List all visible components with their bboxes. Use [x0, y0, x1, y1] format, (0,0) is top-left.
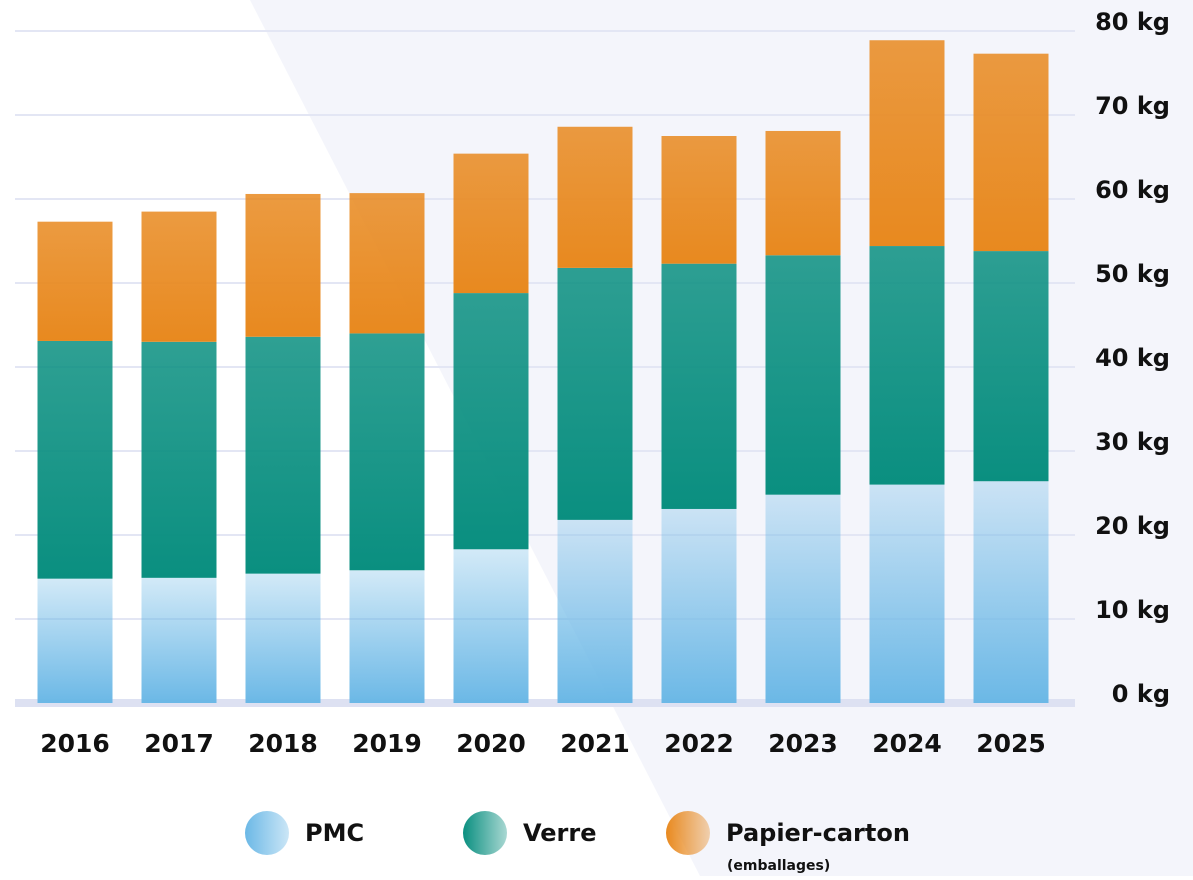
bar-segment	[141, 211, 217, 342]
bar-segment	[141, 341, 217, 578]
bar-segment	[453, 153, 529, 294]
x-tick-label: 2024	[872, 729, 942, 758]
legend-label: PMC	[305, 819, 364, 847]
bar-segment	[973, 251, 1049, 482]
bar-segment	[557, 267, 633, 520]
x-tick-label: 2019	[352, 729, 422, 758]
x-tick-label: 2021	[560, 729, 630, 758]
bar-segment	[557, 519, 633, 703]
y-tick-label: 30 kg	[1095, 428, 1170, 456]
bar-segment	[37, 221, 113, 341]
y-tick-label: 10 kg	[1095, 596, 1170, 624]
x-tick-label: 2016	[40, 729, 110, 758]
bar-segment	[869, 484, 945, 703]
bar-segment	[973, 53, 1049, 252]
legend-swatch	[463, 811, 507, 855]
bar-segment	[973, 481, 1049, 703]
bar-segment	[869, 40, 945, 247]
legend-swatch	[666, 811, 710, 855]
x-tick-label: 2025	[976, 729, 1046, 758]
bar-segment	[141, 577, 217, 703]
x-tick-label: 2020	[456, 729, 526, 758]
legend-note: (emballages)	[727, 858, 830, 874]
y-tick-label: 0 kg	[1112, 680, 1170, 708]
bar-segment	[37, 340, 113, 579]
y-tick-label: 40 kg	[1095, 344, 1170, 372]
bar-segment	[349, 193, 425, 334]
x-tick-label: 2022	[664, 729, 734, 758]
x-tick-label: 2018	[248, 729, 318, 758]
y-tick-label: 50 kg	[1095, 260, 1170, 288]
y-tick-label: 60 kg	[1095, 176, 1170, 204]
bar-segment	[349, 333, 425, 571]
x-tick-label: 2023	[768, 729, 838, 758]
bar-segment	[453, 293, 529, 550]
bar-segment	[661, 136, 737, 264]
bar-segment	[765, 494, 841, 703]
bar-segment	[661, 508, 737, 703]
bar-segment	[557, 126, 633, 268]
bar-segment	[245, 336, 321, 574]
legend-label: Papier-carton	[726, 819, 910, 847]
x-tick-label: 2017	[144, 729, 214, 758]
bar-segment	[661, 263, 737, 509]
bar-segment	[37, 578, 113, 703]
y-tick-label: 80 kg	[1095, 8, 1170, 36]
bar-segment	[765, 255, 841, 495]
bar-segment	[765, 130, 841, 256]
bar-segment	[453, 549, 529, 703]
bar-segment	[245, 573, 321, 703]
bar-segment	[349, 570, 425, 703]
legend-label: Verre	[523, 819, 597, 847]
legend-swatch	[245, 811, 289, 855]
y-tick-label: 70 kg	[1095, 92, 1170, 120]
y-tick-label: 20 kg	[1095, 512, 1170, 540]
bar-segment	[245, 193, 321, 337]
bar-segment	[869, 246, 945, 485]
